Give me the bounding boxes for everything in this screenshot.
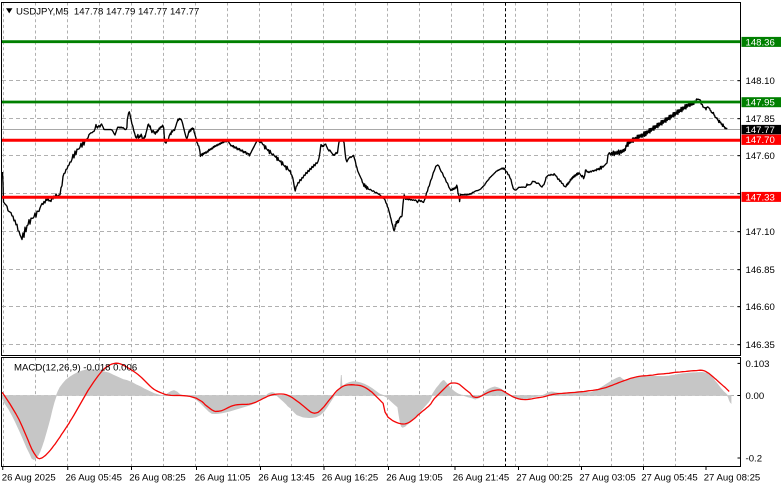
- svg-text:147.77: 147.77: [746, 125, 775, 136]
- svg-text:0.103: 0.103: [746, 359, 770, 370]
- svg-text:147.85: 147.85: [746, 114, 775, 125]
- svg-text:26 Aug 19:05: 26 Aug 19:05: [386, 472, 443, 483]
- svg-text:26 Aug 05:45: 26 Aug 05:45: [65, 472, 122, 483]
- svg-text:26 Aug 13:45: 26 Aug 13:45: [258, 472, 315, 483]
- svg-text:147.70: 147.70: [746, 135, 775, 146]
- svg-text:147.95: 147.95: [746, 98, 775, 109]
- svg-text:147.60: 147.60: [746, 151, 775, 162]
- svg-text:26 Aug 16:25: 26 Aug 16:25: [322, 472, 379, 483]
- svg-text:27 Aug 03:05: 27 Aug 03:05: [579, 472, 636, 483]
- svg-text:147.33: 147.33: [746, 192, 775, 203]
- svg-text:146.35: 146.35: [746, 340, 775, 351]
- svg-text:26 Aug 11:05: 26 Aug 11:05: [195, 472, 251, 483]
- svg-text:146.85: 146.85: [746, 265, 775, 276]
- svg-text:147.10: 147.10: [746, 227, 775, 238]
- svg-text:26 Aug 2025: 26 Aug 2025: [2, 472, 56, 483]
- svg-text:148.10: 148.10: [746, 76, 775, 87]
- svg-text:148.36: 148.36: [746, 37, 775, 48]
- svg-text:27 Aug 05:45: 27 Aug 05:45: [641, 472, 698, 483]
- svg-text:0.00: 0.00: [746, 391, 765, 402]
- svg-text:146.60: 146.60: [746, 302, 775, 313]
- svg-text:27 Aug 08:25: 27 Aug 08:25: [704, 472, 761, 483]
- svg-text:26 Aug 21:45: 26 Aug 21:45: [453, 472, 510, 483]
- svg-text:26 Aug 08:25: 26 Aug 08:25: [129, 472, 186, 483]
- svg-text:USDJPY,M5 147.78 147.79 147.7: USDJPY,M5 147.78 147.79 147.77 147.77: [16, 6, 199, 17]
- svg-text:-0.2: -0.2: [746, 453, 763, 464]
- svg-text:MACD(12,26,9) -0.018 0.006: MACD(12,26,9) -0.018 0.006: [14, 362, 137, 373]
- svg-text:27 Aug 00:25: 27 Aug 00:25: [516, 472, 573, 483]
